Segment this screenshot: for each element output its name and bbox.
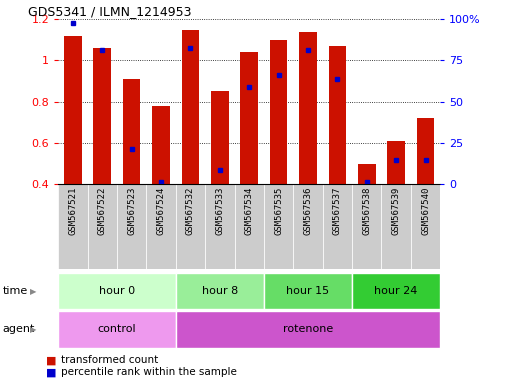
Text: time: time (3, 286, 28, 296)
Bar (328, 46, 345, 184)
Bar (152, 106, 170, 184)
Text: GSM567540: GSM567540 (420, 187, 429, 235)
Text: ■: ■ (45, 367, 56, 377)
Bar (293, 184, 322, 269)
Bar (123, 79, 140, 184)
Text: GSM567521: GSM567521 (68, 187, 77, 235)
Text: GSM567539: GSM567539 (391, 187, 400, 235)
Bar (175, 184, 205, 269)
Text: transformed count: transformed count (61, 355, 158, 365)
Bar (351, 184, 381, 269)
Text: GSM567536: GSM567536 (303, 187, 312, 235)
Bar (240, 52, 258, 184)
Bar (58, 184, 87, 269)
Text: GSM567533: GSM567533 (215, 187, 224, 235)
Bar (58, 311, 175, 348)
Text: GDS5341 / ILMN_1214953: GDS5341 / ILMN_1214953 (28, 5, 191, 18)
Bar (93, 48, 111, 184)
Bar (322, 184, 351, 269)
Bar (410, 184, 439, 269)
Text: GSM567532: GSM567532 (185, 187, 194, 235)
Text: agent: agent (3, 324, 35, 334)
Bar (181, 30, 199, 184)
Bar (416, 118, 433, 184)
Bar (264, 184, 293, 269)
Bar (64, 36, 81, 184)
Text: GSM567534: GSM567534 (244, 187, 253, 235)
Text: rotenone: rotenone (282, 324, 332, 334)
Text: ▶: ▶ (30, 286, 37, 296)
Text: GSM567535: GSM567535 (274, 187, 282, 235)
Bar (146, 184, 175, 269)
Text: GSM567538: GSM567538 (362, 187, 371, 235)
Bar (381, 184, 410, 269)
Bar (357, 164, 375, 184)
Bar (175, 311, 439, 348)
Bar (205, 184, 234, 269)
Bar (298, 31, 316, 184)
Text: hour 24: hour 24 (374, 286, 417, 296)
Text: GSM567523: GSM567523 (127, 187, 136, 235)
Text: ■: ■ (45, 355, 56, 365)
Text: ▶: ▶ (30, 325, 37, 334)
Bar (175, 273, 264, 309)
Bar (234, 184, 264, 269)
Bar (351, 273, 439, 309)
Bar (264, 273, 351, 309)
Text: percentile rank within the sample: percentile rank within the sample (61, 367, 236, 377)
Bar (211, 91, 228, 184)
Text: GSM567522: GSM567522 (97, 187, 107, 235)
Bar (58, 273, 175, 309)
Bar (87, 184, 117, 269)
Text: GSM567537: GSM567537 (332, 187, 341, 235)
Bar (269, 40, 287, 184)
Text: hour 15: hour 15 (286, 286, 329, 296)
Text: control: control (97, 324, 136, 334)
Text: hour 8: hour 8 (201, 286, 237, 296)
Bar (117, 184, 146, 269)
Text: hour 0: hour 0 (98, 286, 135, 296)
Text: GSM567524: GSM567524 (156, 187, 165, 235)
Bar (386, 141, 404, 184)
